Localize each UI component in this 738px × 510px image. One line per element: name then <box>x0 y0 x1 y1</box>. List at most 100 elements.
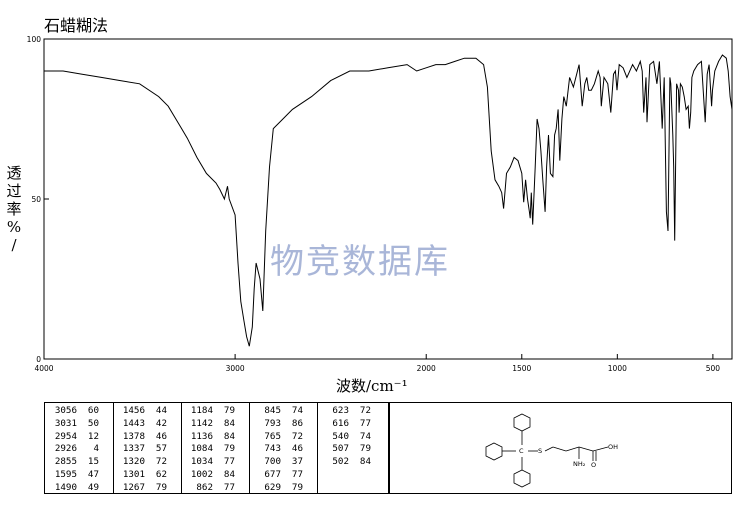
y-axis-label-char: 过 <box>6 182 22 200</box>
peak-wavenumber: 845 <box>264 405 281 416</box>
peak-transmittance: 57 <box>155 443 167 455</box>
peak-row: 765 72 <box>253 431 303 444</box>
peak-transmittance: 77 <box>223 481 235 493</box>
x-axis-label: 波数/cm⁻¹ <box>336 377 408 395</box>
x-tick-label: 500 <box>706 364 721 373</box>
peak-row: 700 37 <box>253 456 303 469</box>
peak-row: 1301 62 <box>117 469 167 482</box>
atom-o: O <box>591 461 596 469</box>
y-axis-label-char: / <box>11 236 17 254</box>
x-tick-label: 1000 <box>608 364 627 373</box>
peak-transmittance: 77 <box>359 417 371 429</box>
chart-title: 石蜡糊法 <box>44 16 109 35</box>
peak-wavenumber: 2926 <box>54 443 77 455</box>
peak-row: 540 74 <box>321 431 371 444</box>
peak-wavenumber: 623 <box>332 405 349 416</box>
atom-oh: OH <box>608 443 618 451</box>
peak-row: 2926 4 <box>49 443 99 456</box>
peak-row: 502 84 <box>321 456 371 469</box>
peak-transmittance: 77 <box>291 468 303 480</box>
peak-transmittance: 84 <box>223 468 235 480</box>
peak-wavenumber: 1595 <box>54 468 77 480</box>
peak-table: 3056 60 3031 50 2954 12 2926 4 2855 15 1595 47 1490 4… <box>44 402 389 494</box>
peak-row: 1034 77 <box>185 456 235 469</box>
peak-transmittance: 84 <box>223 417 235 429</box>
peak-wavenumber: 2855 <box>54 456 77 468</box>
y-axis-label-char: 透 <box>6 164 22 182</box>
peak-wavenumber: 1002 <box>190 468 213 480</box>
molecule-structure: S NH₂ C O OH <box>485 413 618 488</box>
peak-transmittance: 44 <box>155 405 167 416</box>
peak-row: 1002 84 <box>185 469 235 482</box>
peak-wavenumber: 765 <box>264 430 281 442</box>
peak-transmittance: 86 <box>291 417 303 429</box>
peak-transmittance: 42 <box>155 417 167 429</box>
peak-wavenumber: 3056 <box>54 405 77 416</box>
peak-wavenumber: 502 <box>332 456 349 468</box>
peak-transmittance: 84 <box>359 456 371 468</box>
peak-row: 1443 42 <box>117 418 167 431</box>
peak-transmittance: 60 <box>87 405 99 416</box>
peak-transmittance: 46 <box>291 443 303 455</box>
column-divider <box>249 403 250 493</box>
atom-s: S <box>538 447 542 455</box>
phenyl-ring-left <box>485 442 503 461</box>
peak-transmittance: 79 <box>223 405 235 416</box>
peak-transmittance: 79 <box>155 481 167 493</box>
peak-wavenumber: 540 <box>332 430 349 442</box>
peak-wavenumber: 862 <box>196 481 213 493</box>
peak-column: 623 72 616 77 540 74 507 79 502 84 <box>321 405 371 469</box>
x-tick-label: 1500 <box>512 364 531 373</box>
peak-wavenumber: 1034 <box>190 456 213 468</box>
phenyl-ring-bottom <box>513 469 531 488</box>
peak-row: 3031 50 <box>49 418 99 431</box>
peak-column: 845 74 793 86 765 72 743 46 700 37 677 77 629 79 <box>253 405 303 495</box>
peak-wavenumber: 743 <box>264 443 281 455</box>
peak-transmittance: 46 <box>155 430 167 442</box>
peak-wavenumber: 793 <box>264 417 281 429</box>
peak-row: 2855 15 <box>49 456 99 469</box>
peak-row: 793 86 <box>253 418 303 431</box>
peak-wavenumber: 1443 <box>122 417 145 429</box>
peak-row: 743 46 <box>253 443 303 456</box>
peak-column: 1184 79 1142 84 1136 84 1084 79 1034 77 1002 84 862 7… <box>185 405 235 495</box>
peak-transmittance: 79 <box>291 481 303 493</box>
peak-row: 1084 79 <box>185 443 235 456</box>
plot-frame <box>43 38 733 360</box>
peak-row: 845 74 <box>253 405 303 418</box>
spectrum-line <box>44 54 733 347</box>
peak-wavenumber: 2954 <box>54 430 77 442</box>
peak-transmittance: 4 <box>93 443 99 455</box>
y-tick-label: 0 <box>36 355 41 364</box>
atom-c: C <box>519 447 524 455</box>
peak-row: 1337 57 <box>117 443 167 456</box>
peak-wavenumber: 1378 <box>122 430 145 442</box>
peak-wavenumber: 1490 <box>54 481 77 493</box>
peak-row: 1490 49 <box>49 482 99 495</box>
peak-transmittance: 62 <box>155 468 167 480</box>
y-tick-label: 50 <box>31 195 41 204</box>
x-tick-label: 2000 <box>417 364 436 373</box>
peak-transmittance: 77 <box>223 456 235 468</box>
peak-row: 1378 46 <box>117 431 167 444</box>
peak-wavenumber: 1337 <box>122 443 145 455</box>
peak-wavenumber: 1456 <box>122 405 145 416</box>
x-tick-label: 3000 <box>226 364 245 373</box>
peak-row: 862 77 <box>185 482 235 495</box>
peak-transmittance: 12 <box>87 430 99 442</box>
peak-row: 1184 79 <box>185 405 235 418</box>
peak-column: 3056 60 3031 50 2954 12 2926 4 2855 15 1595 47 1490 4… <box>49 405 99 495</box>
ir-spectrum-chart: 4000 3000 2000 1500 1000 500 0 50 100 <box>27 35 733 373</box>
peak-wavenumber: 1136 <box>190 430 213 442</box>
peak-row: 1267 79 <box>117 482 167 495</box>
peak-transmittance: 72 <box>155 456 167 468</box>
column-divider <box>317 403 318 493</box>
peak-wavenumber: 1301 <box>122 468 145 480</box>
peak-wavenumber: 3031 <box>54 417 77 429</box>
peak-transmittance: 84 <box>223 430 235 442</box>
peak-transmittance: 49 <box>87 481 99 493</box>
peak-row: 1456 44 <box>117 405 167 418</box>
peak-transmittance: 47 <box>87 468 99 480</box>
x-tick-label: 4000 <box>34 364 53 373</box>
peak-wavenumber: 1320 <box>122 456 145 468</box>
